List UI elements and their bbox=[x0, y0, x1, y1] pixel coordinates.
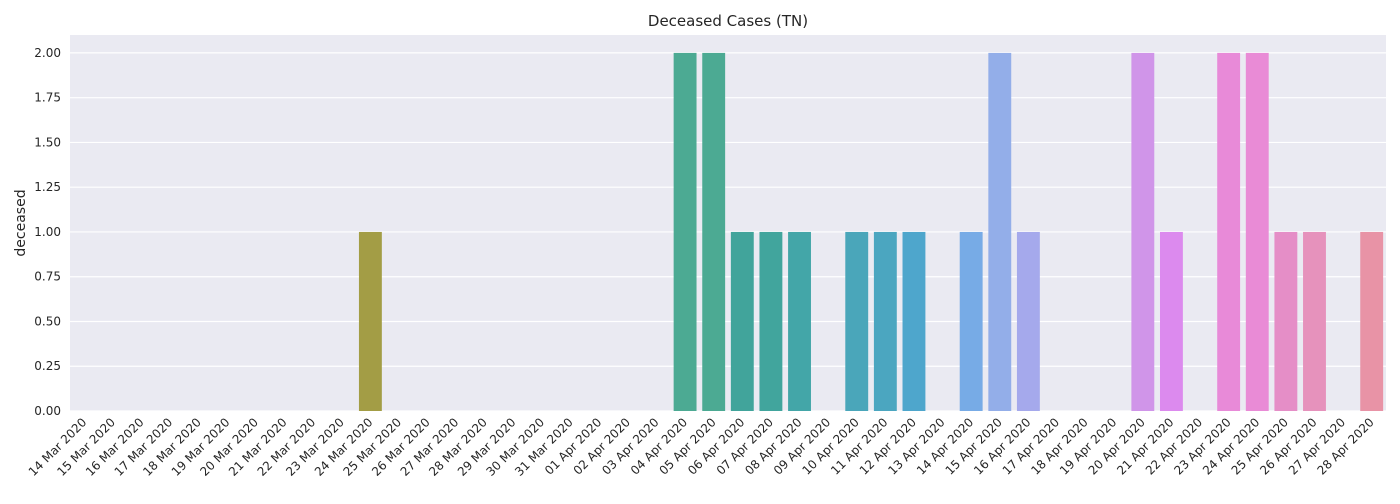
y-tick-label: 1.25 bbox=[34, 180, 61, 194]
bar bbox=[788, 231, 811, 411]
y-tick-label: 0.25 bbox=[34, 359, 61, 373]
y-tick-labels: 0.00 0.25 0.50 0.75 1.00 1.25 1.50 1.75 2.00 bbox=[34, 46, 61, 418]
y-tick-label: 0.00 bbox=[34, 404, 61, 418]
bar bbox=[959, 231, 983, 411]
y-tick-label: 0.50 bbox=[34, 314, 61, 328]
bar bbox=[702, 52, 726, 412]
plot-background bbox=[70, 35, 1386, 411]
bar bbox=[988, 52, 1012, 412]
bar bbox=[730, 231, 754, 411]
bar bbox=[1274, 231, 1298, 411]
bar bbox=[1245, 52, 1269, 412]
bar bbox=[1159, 231, 1183, 411]
y-tick-label: 1.75 bbox=[34, 91, 61, 105]
bar bbox=[673, 52, 697, 412]
gridlines bbox=[70, 52, 1386, 412]
chart-title: Deceased Cases (TN) bbox=[648, 12, 808, 30]
bars bbox=[358, 52, 1384, 412]
bar bbox=[873, 231, 897, 411]
bar bbox=[1016, 231, 1040, 411]
bar bbox=[1360, 231, 1384, 411]
y-tick-label: 1.50 bbox=[34, 135, 61, 149]
bar bbox=[1131, 52, 1155, 412]
y-tick-label: 2.00 bbox=[34, 46, 61, 60]
bar bbox=[1217, 52, 1241, 412]
bar bbox=[1303, 231, 1326, 411]
y-tick-label: 0.75 bbox=[34, 270, 61, 284]
y-tick-label: 1.00 bbox=[34, 225, 61, 239]
y-axis-label: deceased bbox=[13, 189, 29, 256]
bar bbox=[845, 231, 869, 411]
bar bbox=[759, 231, 783, 411]
bar bbox=[902, 231, 926, 411]
bar bbox=[358, 231, 382, 411]
